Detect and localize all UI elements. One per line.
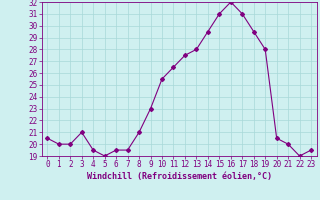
X-axis label: Windchill (Refroidissement éolien,°C): Windchill (Refroidissement éolien,°C) xyxy=(87,172,272,181)
